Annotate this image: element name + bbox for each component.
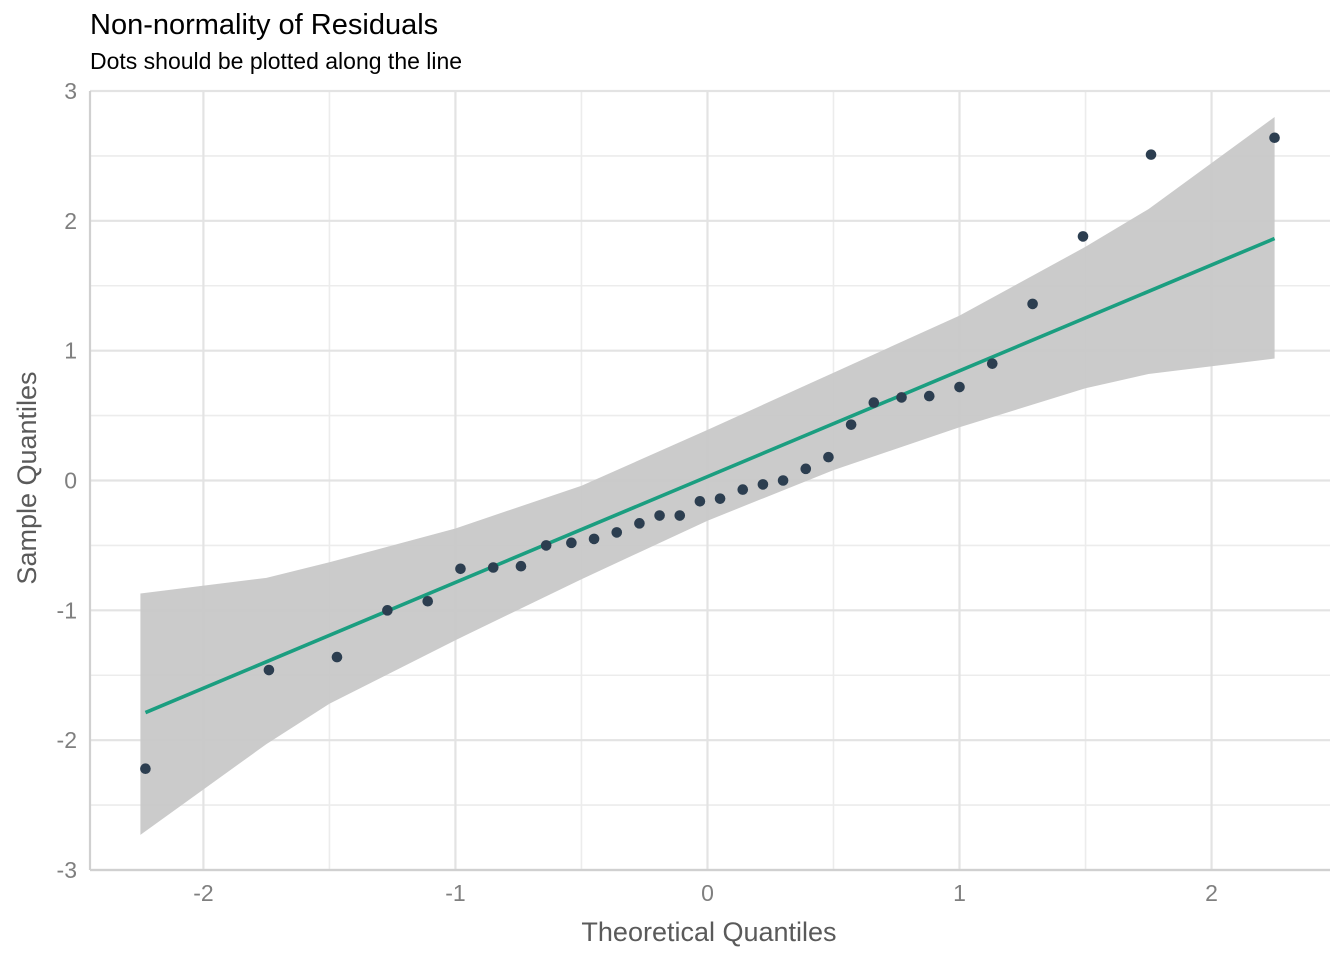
y-tick-label: -2 [57,727,77,753]
x-tick-label: -2 [193,880,213,906]
data-point [1077,231,1089,242]
x-tick-labels: -2 -1 0 1 2 [193,880,1218,906]
y-tick-label: 1 [64,338,77,364]
data-point [566,537,577,549]
data-point [588,533,600,545]
data-point [634,518,645,529]
x-axis-title: Theoretical Quantiles [581,917,836,947]
data-point [845,419,857,430]
y-tick-label: 0 [64,468,77,494]
y-tick-label: -3 [57,857,77,883]
data-point [896,392,907,403]
chart-subtitle: Dots should be plotted along the line [90,48,462,74]
x-tick-label: 1 [953,880,966,906]
reference-line [144,236,1276,715]
points-layer [140,132,1280,775]
data-point [923,390,935,402]
y-tick-label: -1 [57,597,77,623]
reference-line-layer [144,236,1276,715]
data-point [694,495,706,507]
data-point [611,527,623,538]
data-point [986,358,998,369]
axes [88,91,1330,872]
data-point [331,651,343,663]
data-point [674,510,686,521]
data-point [263,664,275,676]
y-tick-label: 3 [64,78,77,104]
data-point [422,595,434,607]
data-point [1145,149,1157,160]
data-point [455,563,466,575]
data-point [954,381,965,393]
data-point [823,451,834,463]
x-tick-label: 0 [701,880,714,906]
data-point [382,605,393,616]
data-point [540,540,552,551]
data-point [1269,132,1280,144]
data-point [714,493,726,504]
y-tick-label: 2 [64,208,77,234]
data-point [800,463,812,475]
data-point [757,479,769,490]
data-point [140,763,151,775]
x-tick-label: -1 [445,880,465,906]
data-point [737,484,749,495]
data-point [777,475,789,486]
x-tick-label: 2 [1205,880,1218,906]
data-point [654,510,665,521]
chart-title: Non-normality of Residuals [90,9,438,41]
y-axis-title: Sample Quantiles [12,371,42,584]
data-point [487,562,499,573]
y-tick-labels: -3 -2 -1 0 1 2 3 [57,78,77,883]
data-point [868,397,880,408]
data-point [515,560,527,572]
data-point [1027,298,1038,310]
